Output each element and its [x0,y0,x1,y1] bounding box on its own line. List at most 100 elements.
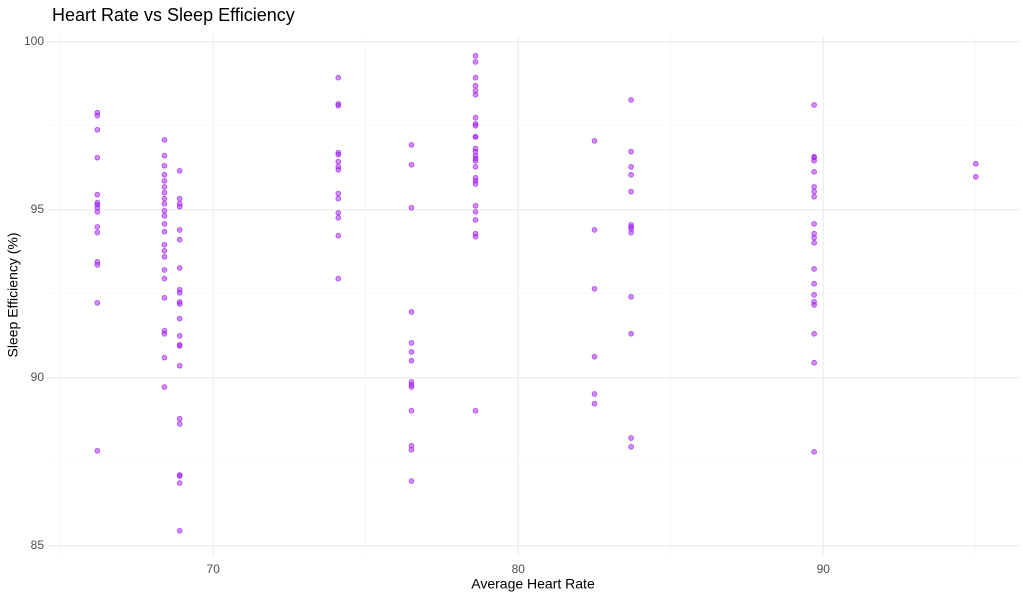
point [972,160,979,167]
point [161,228,168,235]
point [335,166,342,173]
point [161,354,168,361]
point [335,102,342,109]
x-axis-label: Average Heart Rate [471,576,595,592]
point [176,333,183,339]
x-tick-label: 90 [817,562,831,576]
point [161,189,168,196]
point [811,292,817,298]
point [472,202,479,209]
point [408,142,415,148]
point [628,172,634,178]
y-tick-label: 90 [31,370,45,384]
point [335,275,342,282]
point [591,391,598,397]
point [335,74,342,81]
point [161,137,168,143]
point [591,138,598,144]
point [94,262,101,268]
point [408,446,415,453]
point [176,527,183,534]
point [161,267,168,273]
point [161,200,168,207]
y-tick-label: 85 [31,538,45,552]
chart-title: Heart Rate vs Sleep Efficiency [52,5,295,25]
point [176,227,183,233]
point [472,59,479,65]
point [591,227,598,233]
point [176,301,183,307]
point [176,195,183,202]
point [408,478,415,484]
point [161,241,168,248]
y-tick-label: 95 [31,202,45,216]
point [472,114,479,121]
point [408,340,415,346]
point [811,193,817,200]
y-axis-label: Sleep Efficiency (%) [5,232,21,357]
point [472,53,479,59]
point [176,480,183,486]
point [335,195,342,202]
point [335,215,342,221]
point [472,233,479,240]
point [161,331,168,337]
point [811,221,817,227]
point [161,384,168,390]
point [472,92,479,98]
point [161,184,168,190]
point [628,294,634,300]
point [408,204,415,211]
point [628,435,634,441]
point [94,154,101,161]
point [335,232,342,239]
point [811,448,817,455]
point [161,275,168,282]
point [591,400,598,407]
point [161,152,168,159]
x-tick-label: 80 [512,562,526,576]
point [628,148,634,155]
point [628,229,634,236]
point [591,285,598,292]
point [176,421,183,427]
point [176,343,183,349]
point [335,190,342,197]
point [161,172,168,178]
point [811,331,817,337]
point [161,254,168,260]
point [161,213,168,219]
point [176,167,183,174]
point [408,384,415,390]
point [628,443,634,450]
point [472,122,479,129]
point [94,447,101,454]
point [94,300,101,306]
point [176,203,183,210]
point [176,473,183,479]
point [335,158,342,165]
point [176,416,183,422]
point [472,82,479,89]
point [176,362,183,369]
point [161,221,168,227]
y-tick-label: 100 [24,34,44,48]
point [628,163,634,170]
point [811,302,817,308]
point [972,174,979,180]
point [472,157,479,164]
point [161,295,168,301]
point [408,161,415,168]
point [335,210,342,216]
point [94,209,101,215]
point [161,162,168,169]
point [94,224,101,230]
point [811,266,817,272]
point [472,163,479,170]
point [811,188,817,195]
point [161,247,168,254]
point [176,290,183,296]
point [628,97,634,103]
point [161,207,168,214]
